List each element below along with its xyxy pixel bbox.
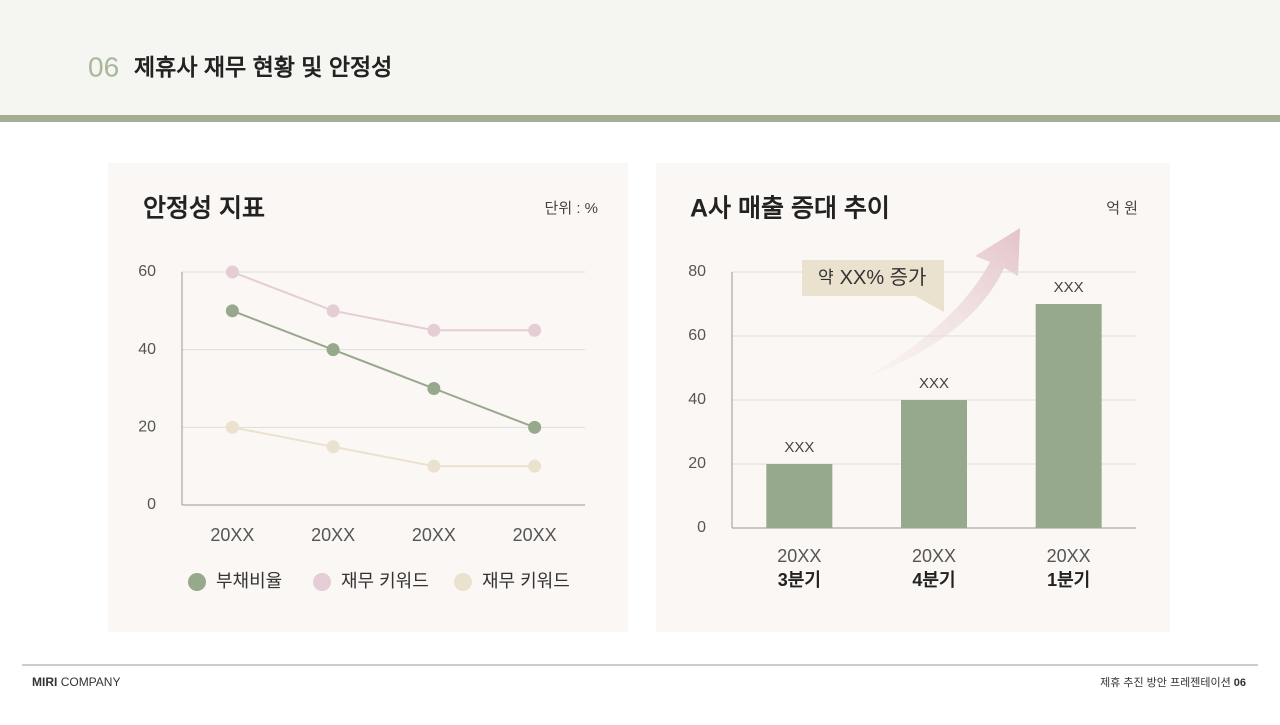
chart-unit: 단위 : %	[545, 200, 598, 217]
point	[528, 323, 542, 337]
y-tick-label: 0	[147, 496, 156, 513]
legend-label: 부채비율	[216, 571, 282, 591]
value-label: XXX	[919, 375, 949, 392]
bar	[1035, 304, 1102, 528]
point	[225, 265, 239, 279]
header-bar	[0, 115, 1280, 122]
value-label: XXX	[1054, 279, 1084, 296]
value-label: XXX	[784, 439, 814, 456]
point	[326, 304, 340, 318]
y-tick-label: 40	[138, 341, 156, 358]
header-title: 제휴사 재무 현황 및 안정성	[134, 54, 392, 80]
chart-title: 안정성 지표	[143, 195, 265, 223]
page-number: 06	[1234, 677, 1246, 689]
point	[326, 343, 340, 357]
legend-swatch	[313, 573, 331, 591]
x-tick-label: 20XX	[912, 546, 956, 566]
point	[225, 304, 239, 318]
series-line	[232, 426, 535, 468]
annotation-tail	[915, 296, 944, 312]
annotation: 약 XX% 증가	[818, 266, 926, 289]
annotation-prefix: 약	[818, 268, 834, 287]
point	[427, 382, 441, 395]
point	[427, 323, 441, 337]
x-tick-label: 20XX	[513, 525, 557, 545]
legend-swatch	[188, 573, 206, 591]
series-line	[232, 271, 535, 332]
annotation-box	[802, 260, 944, 296]
legend-swatch	[454, 573, 472, 591]
legend-label: 재무 키워드	[482, 571, 570, 591]
footer-text: 제휴 추진 방안 프레젠테이션 06	[1100, 676, 1246, 689]
deck-title: 제휴 추진 방안 프레젠테이션	[1100, 676, 1231, 689]
x-tick-label: 20XX	[412, 525, 456, 545]
point	[528, 420, 542, 434]
bar	[901, 400, 967, 528]
bar	[766, 464, 833, 528]
y-tick-label: 40	[688, 391, 706, 408]
brand-bold: MIRI	[32, 675, 57, 689]
point	[427, 459, 441, 473]
point	[225, 420, 239, 434]
y-tick-label: 60	[138, 263, 156, 280]
x-tick-label: 20XX	[210, 525, 254, 545]
x-tick-label: 20XX	[1047, 546, 1091, 566]
header-number: 06	[88, 51, 119, 82]
footer-brand: MIRI COMPANY	[32, 675, 120, 689]
chart-unit: 억 원	[1106, 200, 1138, 217]
x-tick-sublabel: 4분기	[912, 570, 955, 590]
x-tick-sublabel: 1분기	[1047, 570, 1090, 590]
series-line	[232, 309, 535, 429]
y-tick-label: 80	[688, 263, 706, 280]
y-tick-label: 60	[688, 327, 706, 344]
point	[528, 459, 542, 473]
trend-arrow	[865, 228, 1020, 378]
point	[326, 440, 340, 454]
x-tick-label: 20XX	[311, 525, 355, 545]
y-tick-label: 0	[697, 519, 706, 536]
y-tick-label: 20	[138, 419, 156, 436]
brand: COMPANY	[61, 675, 121, 689]
x-tick-label: 20XX	[777, 546, 821, 566]
panel	[108, 163, 628, 632]
header-bg	[0, 0, 1280, 115]
y-tick-label: 20	[688, 455, 706, 472]
chart-title: A사 매출 증대 추이	[690, 195, 890, 223]
legend-label: 재무 키워드	[341, 571, 429, 591]
annotation-emphasis: XX% 증가	[840, 266, 927, 289]
x-tick-sublabel: 3분기	[778, 570, 821, 590]
